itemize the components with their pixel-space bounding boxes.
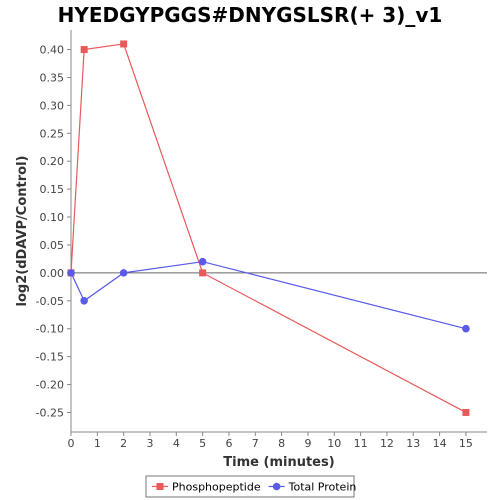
data-point-phosphopeptide [199,269,207,277]
legend-marker-phosphopeptide [156,483,164,490]
data-point-phosphopeptide [80,46,88,54]
y-tick-label: 0.15 [40,183,65,196]
y-axis: 0.40 0.35 0.30 0.25 0.20 0.15 0.10 0.05 0.00 -0.0… [36,44,71,419]
x-tick-label: 0 [68,437,75,450]
series-group [67,40,470,416]
y-tick-label: 0.00 [40,267,65,280]
legend-label-total-protein: Total Protein [288,481,357,494]
legend-box [145,475,355,498]
x-tick-label: 12 [380,437,394,450]
x-tick-label: 7 [252,437,259,450]
x-tick-label: 8 [278,437,285,450]
chart-title: HYEDGYPGGS#DNYGSLSR(+ 3)_v1 [57,3,443,27]
x-tick-label: 3 [146,437,153,450]
y-tick-label: 0.40 [40,44,65,57]
y-tick-label: 0.05 [40,239,65,252]
x-tick-label: 10 [327,437,341,450]
y-axis-title: log2(dDAVP/Control) [15,156,30,307]
data-point-total-protein [198,257,207,266]
x-tick-label: 14 [433,437,447,450]
y-tick-label: -0.15 [36,351,64,364]
x-tick-label: 2 [120,437,127,450]
x-tick-label: 6 [225,437,232,450]
y-tick-label: -0.05 [36,295,64,308]
y-tick-label: -0.10 [36,323,64,336]
legend-marker-total-protein [272,482,281,491]
data-point-total-protein [80,296,88,305]
x-tick-label: 9 [304,437,311,450]
y-tick-label: 0.20 [40,155,65,168]
data-point-phosphopeptide [462,408,470,416]
data-point-phosphopeptide [120,40,128,48]
x-tick-label: 5 [199,437,206,450]
x-tick-label: 13 [406,437,420,450]
y-tick-label: -0.20 [36,379,64,392]
y-tick-label: 0.35 [40,71,65,84]
y-tick-label: 0.25 [40,127,65,140]
plot-area [70,30,487,433]
data-point-total-protein [67,269,75,277]
y-tick-label: 0.30 [40,99,65,112]
data-point-total-protein [462,324,470,333]
x-tick-label: 11 [354,437,368,450]
x-tick-label: 1 [94,437,101,450]
data-point-total-protein [119,269,128,277]
y-tick-label: 0.10 [40,211,65,224]
x-axis-title: Time (minutes) [223,455,334,470]
x-axis: 0 1 2 3 4 5 6 7 8 9 10 11 12 13 14 15 [68,432,473,450]
x-tick-label: 4 [173,437,180,450]
legend: Phosphopeptide Total Protein [145,475,357,498]
y-tick-label: -0.25 [36,406,64,419]
legend-label-phosphopeptide: Phosphopeptide [172,481,261,494]
x-tick-label: 15 [459,437,473,450]
plot-background [71,30,487,432]
